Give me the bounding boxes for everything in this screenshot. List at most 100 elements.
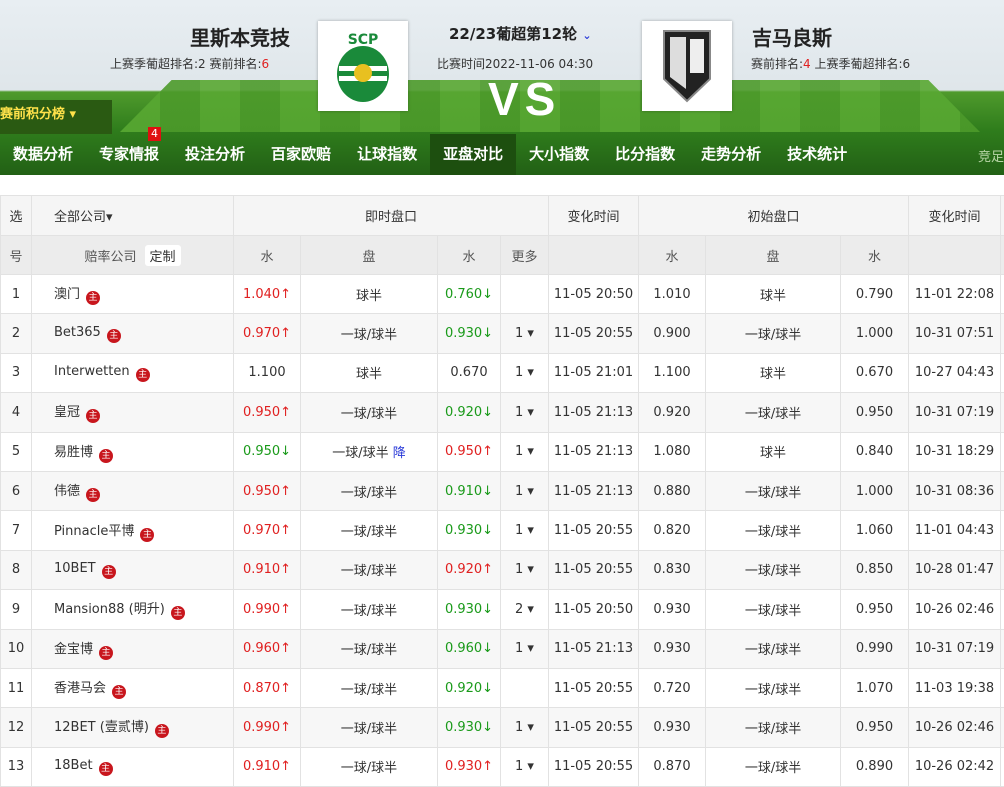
live-away-water: 0.910↓ <box>437 470 501 512</box>
company-name[interactable]: 18Bet 主 <box>31 746 234 787</box>
company-label[interactable]: Interwetten <box>54 363 130 379</box>
table-row: 9 Mansion88 (明升) 主 0.990↑ 一球/球半 0.930↓ 2 ▾ 11-0… <box>0 589 1004 630</box>
live-handicap: 一球/球半 <box>300 667 438 709</box>
asian-handicap-table: 选 全部公司▾ 即时盘口 变化时间 初始盘口 变化时间 号 赔率公司 定制 水 盘… <box>0 195 1004 787</box>
company-name[interactable]: 金宝博主 <box>31 628 234 669</box>
company-name[interactable]: Interwetten 主 <box>31 352 234 394</box>
live-away-water: 0.670 <box>437 352 501 394</box>
more-dropdown[interactable]: 1 ▾ <box>499 707 550 748</box>
tab-8[interactable]: 比分指数 <box>615 145 676 163</box>
tab-1[interactable]: 数据分析 <box>13 145 74 163</box>
table-row: 5 易胜博主 0.950↓ 一球/球半降 0.950↑ 1 ▾ 11-05 21:13 1.0… <box>0 431 1004 472</box>
handicap-value: 一球/球半 <box>332 446 389 462</box>
company-label[interactable]: 澳门 <box>54 287 81 303</box>
company-label[interactable]: 金宝博 <box>54 641 94 657</box>
company-label[interactable]: 18Bet <box>54 757 93 773</box>
live-away-water: 0.960↓ <box>437 628 501 669</box>
handicap-value: 一球/球半 <box>340 406 398 422</box>
company-name[interactable]: 澳门主 <box>31 273 234 315</box>
init-away-water: 0.840 <box>840 431 910 472</box>
init-change-time: 10-27 04:43 <box>908 352 1002 394</box>
live-home-water: 1.100 <box>233 352 301 394</box>
more-dropdown[interactable]: 2 ▾ <box>499 589 550 630</box>
company-name[interactable]: 皇冠主 <box>31 392 234 433</box>
company-label[interactable]: 易胜博 <box>54 444 94 460</box>
home-marker-icon: 主 <box>98 761 113 776</box>
more-dropdown[interactable]: 1 ▾ <box>499 313 550 354</box>
company-label[interactable]: 12BET (壹贰博) <box>54 720 149 736</box>
live-home-water: 0.870↑ <box>233 667 301 709</box>
away-team-logo[interactable] <box>642 21 732 111</box>
round-selector[interactable]: 22/23葡超第12轮 ⌄ <box>449 25 592 43</box>
tab-4[interactable]: 百家欧赔 <box>271 145 332 163</box>
live-change-time: 11-05 21:01 <box>548 352 640 394</box>
company-name[interactable]: Pinnacle平博主 <box>31 510 234 551</box>
table-row: 6 伟德主 0.950↑ 一球/球半 0.910↓ 1 ▾ 11-05 21:13 0.880… <box>0 470 1004 512</box>
pitch-graphic <box>120 80 980 132</box>
row-spacer <box>1000 628 1004 669</box>
init-away-water: 0.670 <box>840 352 910 394</box>
init-handicap: 球半 <box>705 431 842 472</box>
home-team-name[interactable]: 里斯本竞技 <box>190 26 290 50</box>
row-spacer <box>1000 667 1004 709</box>
away-team-name[interactable]: 吉马良斯 <box>752 26 832 50</box>
tab-3[interactable]: 投注分析 <box>185 145 246 163</box>
tab-10[interactable]: 技术统计 <box>787 145 848 163</box>
more-dropdown[interactable]: 1 ▾ <box>499 352 550 394</box>
more-dropdown <box>499 667 550 709</box>
table-row: 4 皇冠主 0.950↑ 一球/球半 0.920↓ 1 ▾ 11-05 21:13 0.920… <box>0 392 1004 433</box>
nav-more-link[interactable]: 竞足 <box>977 150 1004 165</box>
company-filter-dropdown[interactable]: 全部公司▾ <box>31 195 234 236</box>
home-marker-icon: 主 <box>106 328 121 343</box>
tab-2[interactable]: 专家情报 <box>99 145 160 163</box>
more-dropdown[interactable]: 1 ▾ <box>499 510 550 551</box>
company-label[interactable]: 伟德 <box>54 484 81 500</box>
init-change-time: 11-01 22:08 <box>908 273 1002 315</box>
more-dropdown[interactable]: 1 ▾ <box>499 746 550 787</box>
handicap-value: 一球/球半 <box>340 643 398 659</box>
customize-button[interactable]: 定制 <box>144 244 181 266</box>
company-name[interactable]: Mansion88 (明升) 主 <box>31 589 234 630</box>
live-change-time: 11-05 20:50 <box>548 273 640 315</box>
company-label[interactable]: 10BET <box>54 560 96 576</box>
standings-dropdown[interactable]: 赛前积分榜 ▾ <box>0 100 112 134</box>
live-handicap: 一球/球半 <box>300 313 438 354</box>
company-name[interactable]: 易胜博主 <box>31 431 234 472</box>
company-name[interactable]: 12BET (壹贰博) 主 <box>31 707 234 748</box>
more-dropdown[interactable]: 1 ▾ <box>499 470 550 512</box>
match-time: 比赛时间2022-11-06 04:30 <box>437 57 594 71</box>
tab-6[interactable]: 亚盘对比 <box>430 134 517 175</box>
company-name[interactable]: 香港马会主 <box>31 667 234 709</box>
company-label[interactable]: Bet365 <box>54 324 101 340</box>
more-dropdown[interactable]: 1 ▾ <box>499 549 550 591</box>
home-team-logo[interactable]: SCP <box>318 21 408 111</box>
live-home-water: 0.950↑ <box>233 470 301 512</box>
company-name[interactable]: 10BET 主 <box>31 549 234 591</box>
more-dropdown[interactable]: 1 ▾ <box>499 431 550 472</box>
company-label[interactable]: Mansion88 (明升) <box>54 602 165 618</box>
more-dropdown[interactable]: 1 ▾ <box>499 628 550 669</box>
init-away-water: 0.950 <box>840 392 910 433</box>
company-label[interactable]: 香港马会 <box>54 681 107 697</box>
tab-7[interactable]: 大小指数 <box>529 145 590 163</box>
expert-count-badge: 4 <box>148 127 161 141</box>
home-marker-icon: 主 <box>135 367 150 382</box>
tab-9[interactable]: 走势分析 <box>701 145 762 163</box>
live-handicap: 一球/球半 <box>300 549 438 591</box>
company-label[interactable]: 皇冠 <box>54 405 81 421</box>
live-away-water: 0.930↑ <box>437 746 501 787</box>
company-label[interactable]: Pinnacle平博 <box>54 523 135 539</box>
more-dropdown[interactable]: 1 ▾ <box>499 392 550 433</box>
init-change-time: 10-26 02:46 <box>908 589 1002 630</box>
table-row: 11 香港马会主 0.870↑ 一球/球半 0.920↓ 11-05 20:55 0.720… <box>0 667 1004 709</box>
table-row: 10 金宝博主 0.960↑ 一球/球半 0.960↓ 1 ▾ 11-05 21:13 0.9… <box>0 628 1004 669</box>
init-change-time: 11-01 04:43 <box>908 510 1002 551</box>
vs-label: VS <box>488 73 562 125</box>
company-name[interactable]: Bet365 主 <box>31 313 234 354</box>
row-spacer <box>1000 589 1004 630</box>
company-name[interactable]: 伟德主 <box>31 470 234 512</box>
row-spacer <box>1000 470 1004 512</box>
init-handicap: 球半 <box>705 352 842 394</box>
live-home-water: 0.960↑ <box>233 628 301 669</box>
tab-5[interactable]: 让球指数 <box>357 145 418 163</box>
